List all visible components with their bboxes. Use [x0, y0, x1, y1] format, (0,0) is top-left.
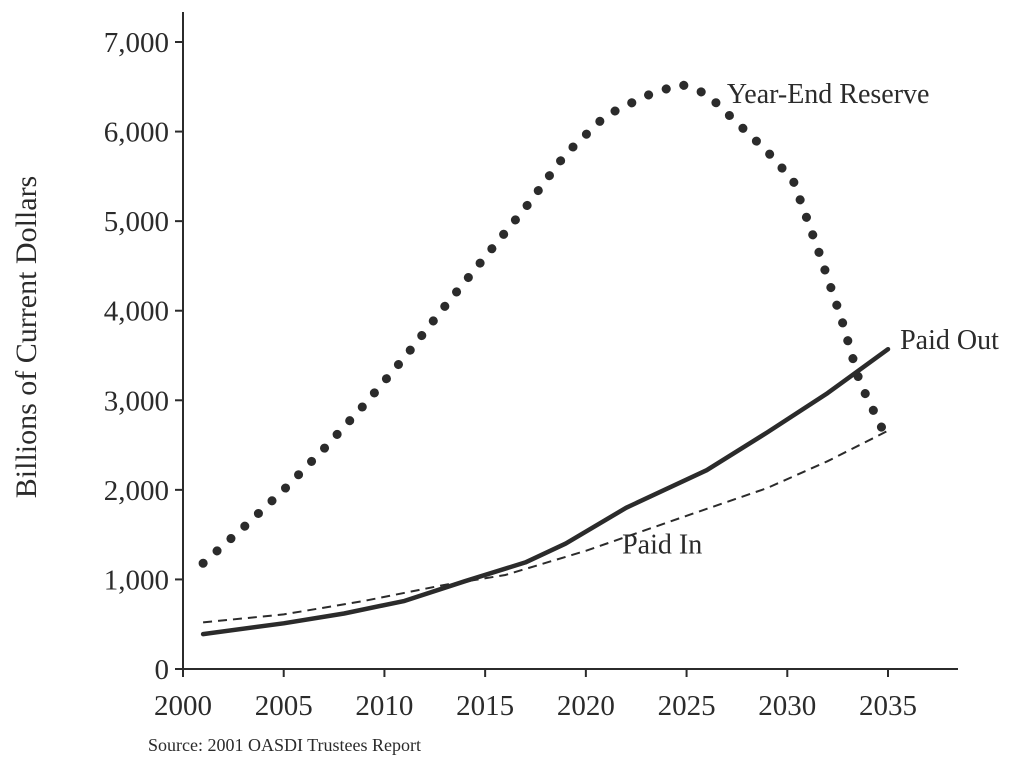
- y-tick-label: 7,000: [104, 27, 169, 59]
- x-tick-label: 2030: [758, 690, 816, 722]
- axes: [182, 12, 958, 670]
- x-tick-label: 2005: [255, 690, 313, 722]
- x-tick-label: 2000: [154, 690, 212, 722]
- series-line-paid-in: [203, 429, 889, 624]
- series-line-year-end-reserve: [198, 79, 893, 568]
- chart-area: 0 1,000 2,000 3,000 4,000 5,000 6,000 7,000 2000…: [10, 12, 999, 722]
- x-tick-label: 2035: [859, 690, 917, 722]
- x-tick-label: 2010: [355, 690, 413, 722]
- series-lines: [198, 79, 893, 637]
- series-label-paid-out: Paid Out: [900, 325, 999, 356]
- y-tick-label: 1,000: [104, 564, 169, 596]
- y-tick-label: 6,000: [104, 117, 169, 149]
- axis-ticks: 0 1,000 2,000 3,000 4,000 5,000 6,000 7,000 2000…: [104, 27, 917, 722]
- series-line-paid-out: [200, 346, 891, 637]
- x-tick-label: 2015: [456, 690, 514, 722]
- series-label-paid-in: Paid In: [622, 529, 702, 560]
- y-tick-label: 5,000: [104, 206, 169, 238]
- y-tick-label: 4,000: [104, 296, 169, 328]
- y-tick-label: 2,000: [104, 475, 169, 507]
- x-tick-label: 2025: [658, 690, 716, 722]
- y-axis-title: Billions of Current Dollars: [10, 176, 43, 498]
- series-label-year-end-reserve: Year-End Reserve: [727, 79, 930, 110]
- y-tick-label: 0: [155, 654, 170, 686]
- x-tick-label: 2020: [557, 690, 615, 722]
- source-note: Source: 2001 OASDI Trustees Report: [148, 735, 421, 755]
- series-labels: Year-End Reserve Paid Out Paid In: [622, 79, 999, 561]
- y-tick-label: 3,000: [104, 385, 169, 417]
